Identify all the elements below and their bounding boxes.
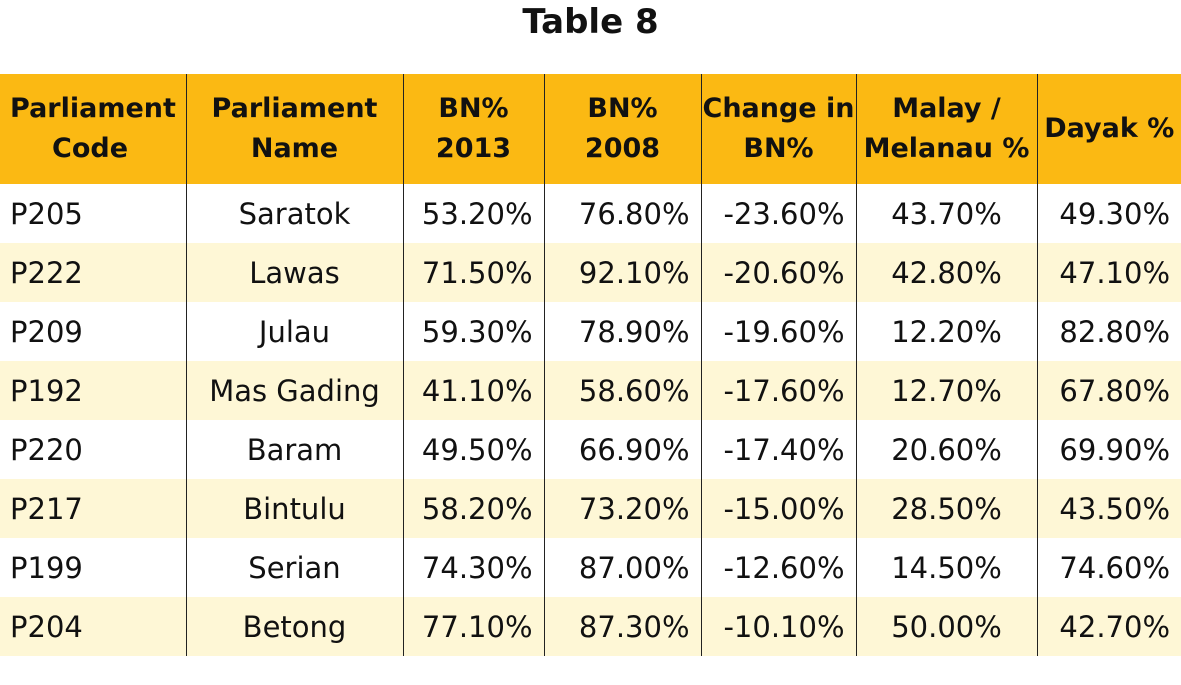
header-line: BN%: [743, 133, 814, 164]
cell-bn2008: 78.90%: [543, 302, 701, 361]
cell-dayak: 67.80%: [1036, 361, 1181, 420]
cell-code: P199: [0, 538, 186, 597]
header-row: Parliament Code Parliament Name BN% 2013…: [0, 74, 1181, 184]
cell-bn2008: 76.80%: [543, 184, 701, 243]
cell-dayak: 82.80%: [1036, 302, 1181, 361]
column-header-dayak: Dayak %: [1036, 74, 1181, 184]
cell-change: -10.10%: [700, 597, 856, 656]
header-line: BN%: [587, 93, 658, 124]
cell-bn2008: 66.90%: [543, 420, 701, 479]
header-line: 2013: [435, 133, 512, 164]
cell-malay: 20.60%: [855, 420, 1037, 479]
table-row: P209 Julau 59.30% 78.90% -19.60% 12.20% 82.80%: [0, 302, 1181, 361]
cell-change: -17.60%: [700, 361, 856, 420]
cell-dayak: 43.50%: [1036, 479, 1181, 538]
cell-bn2013: 74.30%: [402, 538, 544, 597]
cell-bn2008: 58.60%: [543, 361, 701, 420]
table-row: P204 Betong 77.10% 87.30% -10.10% 50.00% 42.70…: [0, 597, 1181, 656]
cell-malay: 42.80%: [855, 243, 1037, 302]
cell-change: -23.60%: [700, 184, 856, 243]
cell-code: P217: [0, 479, 186, 538]
table-title: Table 8: [522, 2, 659, 42]
table-row: P199 Serian 74.30% 87.00% -12.60% 14.50% 74.60…: [0, 538, 1181, 597]
header-line: 2008: [584, 133, 661, 164]
table-row: P220 Baram 49.50% 66.90% -17.40% 20.60% 69.90%: [0, 420, 1181, 479]
cell-dayak: 42.70%: [1036, 597, 1181, 656]
cell-change: -20.60%: [700, 243, 856, 302]
cell-dayak: 47.10%: [1036, 243, 1181, 302]
cell-bn2008: 92.10%: [543, 243, 701, 302]
cell-bn2013: 53.20%: [402, 184, 544, 243]
table-row: P217 Bintulu 58.20% 73.20% -15.00% 28.50% 43.5…: [0, 479, 1181, 538]
column-header-malay: Malay / Melanau %: [855, 74, 1037, 184]
header-line: Change in: [702, 93, 855, 124]
cell-name: Betong: [185, 597, 403, 656]
cell-bn2008: 73.20%: [543, 479, 701, 538]
cell-code: P205: [0, 184, 186, 243]
cell-code: P209: [0, 302, 186, 361]
header-line: Code: [52, 133, 129, 164]
header-line: Name: [250, 133, 339, 164]
cell-malay: 12.70%: [855, 361, 1037, 420]
cell-name: Serian: [185, 538, 403, 597]
cell-malay: 43.70%: [855, 184, 1037, 243]
cell-name: Baram: [185, 420, 403, 479]
column-header-bn2013: BN% 2013: [402, 74, 544, 184]
cell-change: -12.60%: [700, 538, 856, 597]
cell-change: -19.60%: [700, 302, 856, 361]
cell-name: Julau: [185, 302, 403, 361]
cell-bn2008: 87.00%: [543, 538, 701, 597]
column-header-bn2008: BN% 2008: [543, 74, 701, 184]
cell-bn2013: 71.50%: [402, 243, 544, 302]
header-line: Malay /: [892, 93, 1001, 124]
table-row: P222 Lawas 71.50% 92.10% -20.60% 42.80% 47.10%: [0, 243, 1181, 302]
cell-name: Lawas: [185, 243, 403, 302]
cell-name: Saratok: [185, 184, 403, 243]
cell-code: P204: [0, 597, 186, 656]
cell-bn2013: 49.50%: [402, 420, 544, 479]
header-line: Parliament: [10, 93, 176, 124]
column-header-change: Change in BN%: [700, 74, 856, 184]
cell-name: Bintulu: [185, 479, 403, 538]
table-row: P205 Saratok 53.20% 76.80% -23.60% 43.70% 49.3…: [0, 184, 1181, 243]
table-row: P192 Mas Gading 41.10% 58.60% -17.60% 12.70% 6…: [0, 361, 1181, 420]
header-line: Parliament: [211, 93, 378, 124]
cell-code: P192: [0, 361, 186, 420]
cell-code: P220: [0, 420, 186, 479]
cell-dayak: 74.60%: [1036, 538, 1181, 597]
cell-code: P222: [0, 243, 186, 302]
cell-malay: 14.50%: [855, 538, 1037, 597]
cell-bn2013: 58.20%: [402, 479, 544, 538]
column-header-code: Parliament Code: [0, 74, 186, 184]
cell-name: Mas Gading: [185, 361, 403, 420]
cell-malay: 28.50%: [855, 479, 1037, 538]
cell-change: -17.40%: [700, 420, 856, 479]
header-line: BN%: [438, 93, 509, 124]
cell-malay: 12.20%: [855, 302, 1037, 361]
cell-bn2008: 87.30%: [543, 597, 701, 656]
results-table: Parliament Code Parliament Name BN% 2013…: [0, 74, 1181, 656]
column-header-name: Parliament Name: [185, 74, 403, 184]
cell-bn2013: 59.30%: [402, 302, 544, 361]
cell-dayak: 49.30%: [1036, 184, 1181, 243]
header-line: Melanau %: [863, 133, 1030, 164]
cell-malay: 50.00%: [855, 597, 1037, 656]
cell-change: -15.00%: [700, 479, 856, 538]
cell-bn2013: 41.10%: [402, 361, 544, 420]
cell-bn2013: 77.10%: [402, 597, 544, 656]
header-line: Dayak %: [1044, 113, 1175, 144]
cell-dayak: 69.90%: [1036, 420, 1181, 479]
